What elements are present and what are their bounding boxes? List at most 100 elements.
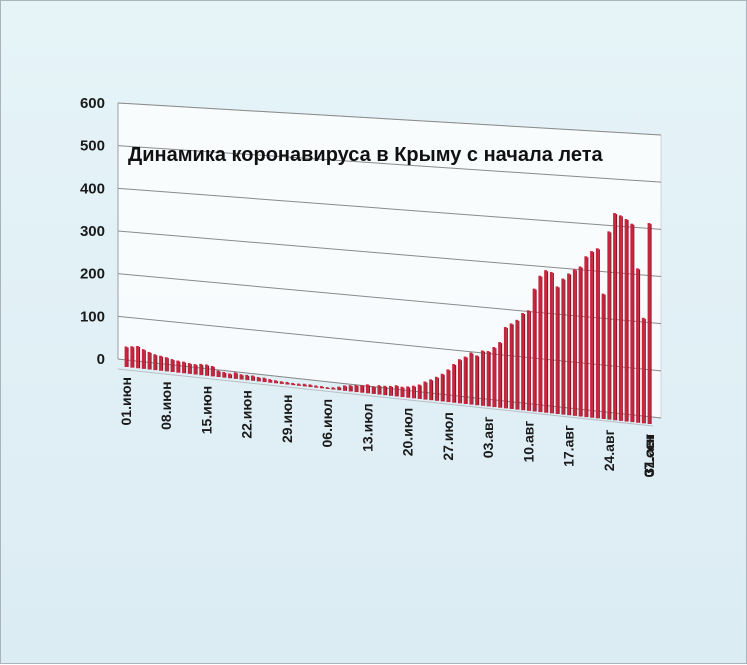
bar-side-65 [500, 343, 503, 408]
bar-side-87 [627, 220, 629, 422]
bar-0 [124, 346, 128, 367]
bar-side-82 [598, 249, 600, 419]
bar-side-23 [259, 378, 261, 382]
bar-35 [325, 387, 329, 389]
bar-54 [434, 376, 438, 401]
bar-side-61 [477, 356, 480, 406]
y-tick-label: 100 [80, 308, 105, 325]
bar-side-22 [253, 376, 256, 381]
bar-side-36 [334, 388, 336, 390]
bar-15 [210, 365, 214, 377]
bar-20 [239, 374, 243, 380]
bar-36 [331, 387, 335, 390]
bar-side-89 [638, 269, 641, 423]
y-tick-label: 500 [80, 138, 105, 155]
bar-side-81 [592, 252, 595, 418]
bar-side-46 [391, 386, 393, 396]
bar-side-8 [173, 360, 175, 373]
bar-84 [607, 231, 611, 420]
bar-side-75 [558, 287, 560, 414]
bar-side-67 [512, 324, 514, 409]
x-tick-label: 15.июн [199, 386, 215, 434]
bar-73 [544, 270, 547, 413]
bar-47 [394, 385, 398, 397]
bar-side-33 [317, 386, 319, 388]
bar-side-47 [397, 386, 399, 397]
bar-side-5 [156, 355, 158, 371]
bar-side-73 [546, 271, 549, 413]
bar-side-88 [633, 224, 635, 423]
bar-side-4 [150, 352, 152, 370]
bar-side-72 [541, 276, 543, 413]
bar-23 [256, 377, 260, 382]
bar-19 [233, 372, 237, 379]
bar-side-86 [621, 216, 623, 421]
bar-14 [205, 364, 208, 376]
bar-64 [492, 347, 496, 408]
bar-81 [590, 251, 593, 418]
bar-side-85 [615, 214, 618, 421]
bar-17 [222, 371, 226, 378]
bar-80 [584, 256, 588, 418]
bar-89 [636, 268, 639, 423]
bar-7 [164, 357, 168, 372]
bar-side-1 [133, 347, 135, 368]
bar-38 [343, 385, 346, 391]
bar-side-25 [271, 380, 273, 383]
bar-side-21 [248, 375, 250, 381]
bar-side-83 [604, 294, 606, 419]
bar-71 [532, 288, 536, 412]
bar-side-9 [179, 361, 181, 373]
x-tick-label: 01.июн [118, 377, 134, 425]
bar-74 [549, 272, 553, 414]
bar-side-17 [225, 372, 227, 378]
bar-side-42 [368, 385, 370, 394]
bar-side-74 [552, 273, 554, 414]
bar-24 [262, 377, 266, 383]
bar-side-79 [581, 267, 583, 417]
bar-side-19 [236, 373, 238, 379]
bar-side-32 [311, 385, 313, 388]
bar-11 [187, 363, 191, 374]
bar-side-30 [299, 384, 302, 386]
bar-side-63 [489, 352, 491, 407]
bar-51 [417, 384, 421, 399]
y-tick-label: 0 [97, 351, 105, 368]
x-tick-label: 03.авг [480, 416, 496, 458]
x-tick-label: 10.авг [520, 421, 536, 463]
bar-85 [613, 213, 616, 421]
bar-87 [624, 219, 628, 422]
bar-60 [469, 352, 473, 405]
bar-27 [279, 381, 283, 384]
bar-side-43 [374, 387, 376, 394]
bar-76 [561, 278, 565, 415]
bar-91 [647, 223, 651, 424]
bar-side-48 [403, 387, 405, 398]
bar-28 [285, 381, 289, 385]
bar-side-58 [460, 360, 462, 404]
bar-side-20 [242, 375, 244, 380]
bar-side-12 [196, 365, 198, 375]
x-tick-label: 29.июн [279, 395, 295, 443]
bar-side-31 [305, 384, 307, 387]
bar-side-41 [363, 386, 365, 393]
x-tick-label: 07.сен [641, 434, 657, 478]
gridline-300 [117, 230, 662, 277]
bar-side-49 [409, 387, 411, 398]
bar-86 [618, 215, 622, 421]
bar-56 [446, 369, 450, 403]
bar-side-10 [184, 362, 187, 374]
bar-90 [641, 317, 645, 424]
y-tick-label: 400 [80, 180, 105, 197]
bar-side-26 [276, 381, 279, 384]
bar-83 [601, 293, 605, 419]
bar-side-66 [506, 328, 508, 409]
bar-77 [567, 273, 570, 416]
bar-side-45 [386, 386, 388, 396]
bar-65 [498, 342, 501, 408]
bar-side-0 [127, 347, 129, 367]
bar-side-2 [138, 347, 141, 369]
bar-78 [572, 269, 576, 416]
bar-26 [274, 380, 277, 384]
